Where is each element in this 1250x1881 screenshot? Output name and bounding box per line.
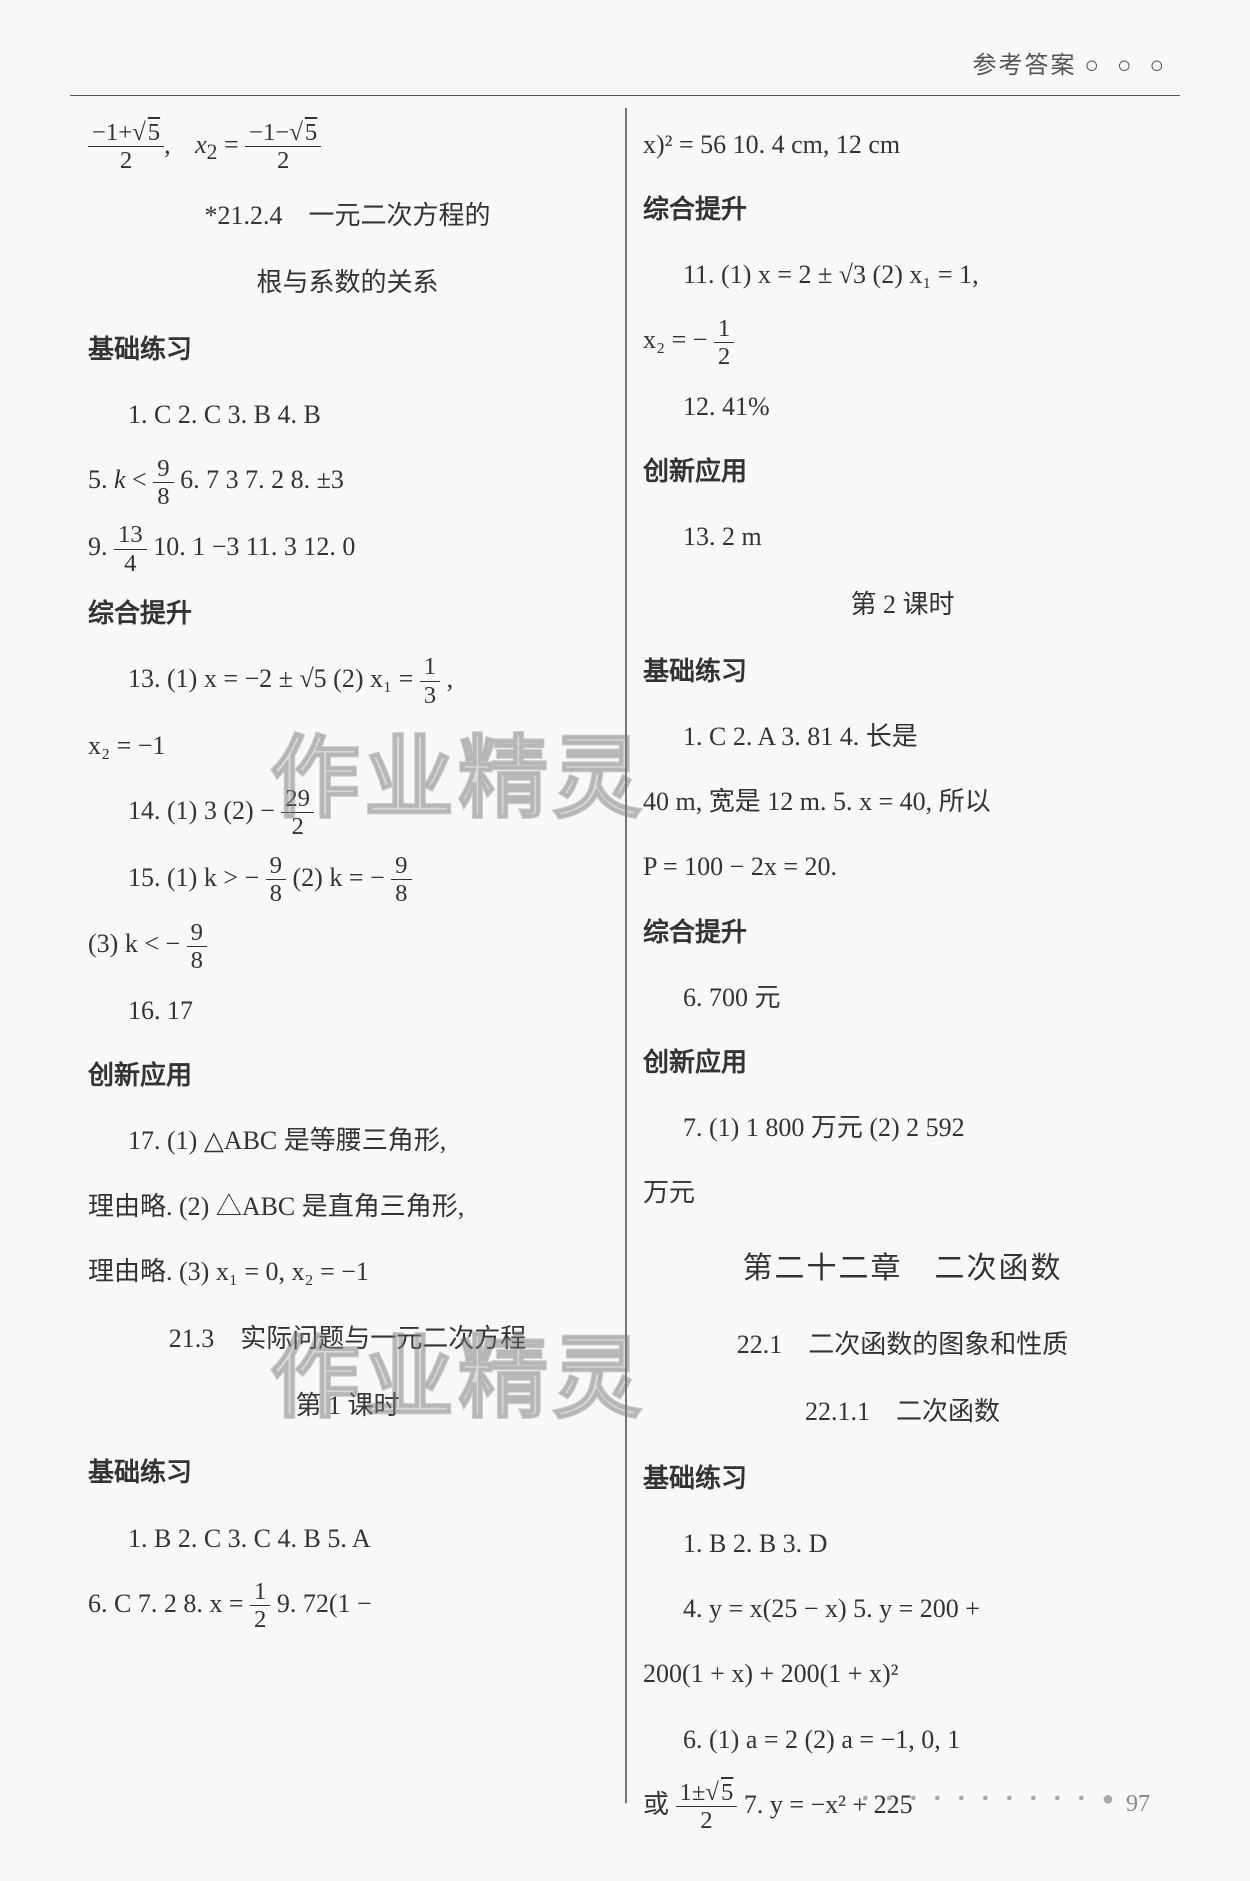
right-column: x)² = 56 10. 4 cm, 12 cm 综合提升 11. (1) x … bbox=[625, 108, 1180, 1843]
answer-line: 16. 17 bbox=[88, 982, 607, 1039]
math-line: −1+√52, x2 = −1−√52 bbox=[88, 116, 607, 177]
fraction: 98 bbox=[391, 852, 411, 907]
page-number: 97 bbox=[1126, 1778, 1150, 1831]
answer-line: 6. 700 元 bbox=[643, 969, 1162, 1026]
answer-line: 7. (1) 1 800 万元 (2) 2 592 bbox=[643, 1099, 1162, 1156]
header-marks: ○ ○ ○ bbox=[1085, 53, 1171, 79]
answer-line: 1. B 2. C 3. C 4. B 5. A bbox=[88, 1510, 607, 1567]
section-heading: 基础练习 bbox=[643, 1450, 1162, 1507]
answer-line: 5. k < 98 6. 7 3 7. 2 8. ±3 bbox=[88, 451, 607, 510]
left-column: −1+√52, x2 = −1−√52 *21.2.4 一元二次方程的 根与系数… bbox=[70, 108, 625, 1843]
answer-line: 14. (1) 3 (2) − 292 bbox=[88, 782, 607, 841]
fraction: 13 bbox=[420, 653, 440, 708]
page-header: 参考答案 ○ ○ ○ bbox=[70, 40, 1180, 93]
section-heading: 综合提升 bbox=[643, 181, 1162, 238]
column-divider bbox=[625, 108, 627, 1803]
q9-text: 9. 72(1 − bbox=[277, 1589, 372, 1618]
two-column-layout: −1+√52, x2 = −1−√52 *21.2.4 一元二次方程的 根与系数… bbox=[70, 108, 1180, 1843]
q5-label: 5. bbox=[88, 465, 114, 494]
answer-line: 12. 41% bbox=[643, 378, 1162, 435]
q15-b: (2) k = − bbox=[293, 863, 392, 892]
answer-line: 理由略. (2) △ABC 是直角三角形, bbox=[88, 1178, 607, 1235]
period-title: 第 2 课时 bbox=[643, 576, 1162, 633]
header-title: 参考答案 bbox=[973, 53, 1077, 79]
fraction: 98 bbox=[153, 455, 173, 510]
section-heading: 综合提升 bbox=[88, 585, 607, 642]
answer-line: 理由略. (3) x₁ = 0, x₂ = −1 bbox=[88, 1243, 607, 1300]
section-heading: 创新应用 bbox=[88, 1047, 607, 1104]
q9-rest: 10. 1 −3 11. 3 12. 0 bbox=[153, 532, 355, 561]
subsection-title: 21.3 实际问题与一元二次方程 bbox=[88, 1310, 607, 1367]
section-heading: 基础练习 bbox=[88, 321, 607, 378]
q15-c: (3) k < − bbox=[88, 929, 187, 958]
section-heading: 创新应用 bbox=[643, 443, 1162, 500]
x2-label: x₂ = − bbox=[643, 325, 714, 354]
section-heading: 基础练习 bbox=[88, 1444, 607, 1501]
answer-line: 15. (1) k > − 98 (2) k = − 98 bbox=[88, 849, 607, 908]
answer-line: 6. (1) a = 2 (2) a = −1, 0, 1 bbox=[643, 1711, 1162, 1768]
answer-line: 13. (1) x = −2 ± √5 (2) x₁ = 13 , bbox=[88, 650, 607, 709]
q13-comma: , bbox=[447, 664, 454, 693]
q13-text: 13. (1) x = −2 ± √5 (2) x₁ = bbox=[128, 664, 420, 693]
fraction: 12 bbox=[714, 315, 734, 370]
answer-line: 1. C 2. A 3. 81 4. 长是 bbox=[643, 708, 1162, 765]
fraction: 1±√52 bbox=[676, 1779, 738, 1834]
answer-line: 万元 bbox=[643, 1164, 1162, 1221]
chapter-title: 第二十二章 二次函数 bbox=[643, 1236, 1162, 1302]
answer-line: 17. (1) △ABC 是等腰三角形, bbox=[88, 1112, 607, 1169]
footer-dots: • • • • • • • • • • ● bbox=[862, 1777, 1120, 1821]
period-title: 第 1 课时 bbox=[88, 1377, 607, 1434]
answer-line: 1. B 2. B 3. D bbox=[643, 1515, 1162, 1572]
answer-line: P = 100 − 2x = 20. bbox=[643, 838, 1162, 895]
fraction: 98 bbox=[187, 919, 207, 974]
fraction: 134 bbox=[114, 521, 147, 576]
answer-line: (3) k < − 98 bbox=[88, 915, 607, 974]
fraction: −1+√52 bbox=[88, 119, 164, 174]
fraction: 292 bbox=[281, 785, 314, 840]
or-label: 或 bbox=[643, 1790, 676, 1819]
subsubsection-title: 22.1.1 二次函数 bbox=[643, 1383, 1162, 1440]
q9-label: 9. bbox=[88, 532, 114, 561]
answer-line: 40 m, 宽是 12 m. 5. x = 40, 所以 bbox=[643, 773, 1162, 830]
answer-line: 11. (1) x = 2 ± √3 (2) x₁ = 1, bbox=[643, 246, 1162, 303]
fraction: 98 bbox=[266, 852, 286, 907]
section-heading: 创新应用 bbox=[643, 1034, 1162, 1091]
fraction: 12 bbox=[250, 1578, 270, 1633]
fraction: −1−√52 bbox=[245, 119, 321, 174]
answer-line: 4. y = x(25 − x) 5. y = 200 + bbox=[643, 1580, 1162, 1637]
answer-line: 200(1 + x) + 200(1 + x)² bbox=[643, 1645, 1162, 1702]
answer-line: 13. 2 m bbox=[643, 508, 1162, 565]
q5-rest: 6. 7 3 7. 2 8. ±3 bbox=[180, 465, 344, 494]
section-heading: 基础练习 bbox=[643, 643, 1162, 700]
section-heading: 综合提升 bbox=[643, 904, 1162, 961]
answer-line: 6. C 7. 2 8. x = 12 9. 72(1 − bbox=[88, 1575, 607, 1634]
subsection-number: *21.2.4 一元二次方程的 bbox=[88, 187, 607, 244]
subsection-title: 根与系数的关系 bbox=[88, 254, 607, 311]
answer-line: 1. C 2. C 3. B 4. B bbox=[88, 386, 607, 443]
answer-line: x₂ = −1 bbox=[88, 717, 607, 774]
header-rule bbox=[70, 95, 1180, 96]
subsection-title: 22.1 二次函数的图象和性质 bbox=[643, 1316, 1162, 1373]
q15-a: 15. (1) k > − bbox=[128, 863, 266, 892]
q14-text: 14. (1) 3 (2) − bbox=[128, 796, 281, 825]
answer-line: x)² = 56 10. 4 cm, 12 cm bbox=[643, 116, 1162, 173]
answer-line: 9. 134 10. 1 −3 11. 3 12. 0 bbox=[88, 518, 607, 577]
answer-line: x₂ = − 12 bbox=[643, 311, 1162, 370]
q6-text: 6. C 7. 2 8. x = bbox=[88, 1589, 250, 1618]
